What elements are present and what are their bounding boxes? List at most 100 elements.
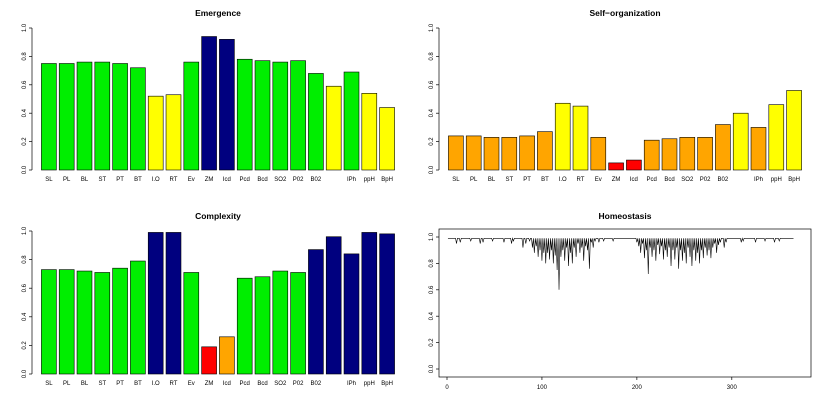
chart-title: Homeostasis bbox=[599, 211, 652, 221]
bar-pcd-11 bbox=[236, 58, 253, 171]
x-tick-label-bt: BT bbox=[134, 381, 142, 387]
x-tick-label: 100 bbox=[537, 385, 548, 391]
bar-st-3 bbox=[94, 272, 111, 375]
y-tick-label: 0.6 bbox=[429, 80, 435, 89]
x-tick-label-zm: ZM bbox=[205, 177, 214, 183]
x-tick-label-p02: P02 bbox=[293, 177, 304, 183]
x-tick-label-pph: ppH bbox=[771, 177, 782, 183]
x-tick-label: 0 bbox=[445, 385, 449, 391]
x-tick-label-pt: PT bbox=[116, 381, 124, 387]
x-tick-label-bl: BL bbox=[81, 177, 89, 183]
bar-i-o-6 bbox=[554, 102, 571, 171]
bar-bcd-12 bbox=[254, 276, 271, 375]
x-tick-label-iph: IPh bbox=[347, 381, 356, 387]
bar-bl-2 bbox=[483, 137, 500, 171]
x-tick-label-zm: ZM bbox=[612, 177, 621, 183]
bar-p02-14 bbox=[697, 137, 713, 171]
x-tick-label-i-o: I.O bbox=[559, 177, 567, 183]
chart-complexity: Complexity 0.0 0.2 0.4 0.6 0.8 1.0 SL PL BL ST PT BT… bbox=[0, 203, 407, 407]
x-tick-label-ev: Ev bbox=[188, 177, 195, 183]
bar-st-3 bbox=[501, 137, 518, 171]
x-tick-label-pt: PT bbox=[116, 177, 124, 183]
x-tick-label-st: ST bbox=[505, 177, 513, 183]
y-tick-label: 0.2 bbox=[22, 137, 28, 146]
x-tick-label-icd: Icd bbox=[223, 381, 231, 387]
bar-sl-0 bbox=[448, 135, 464, 171]
x-tick-label-so2: SO2 bbox=[681, 177, 694, 183]
x-tick-label: 300 bbox=[727, 385, 738, 391]
y-tick-label: 0.0 bbox=[22, 165, 28, 174]
x-tick-label-pl: PL bbox=[63, 177, 71, 183]
x-tick-label-ev: Ev bbox=[188, 381, 195, 387]
bar-unlabeled-16 bbox=[325, 236, 342, 375]
y-tick-label: 0.2 bbox=[22, 341, 28, 350]
chart-emergence: Emergence 0.0 0.2 0.4 0.6 0.8 1.0 SL PL BL ST PT BT I… bbox=[0, 0, 407, 203]
x-tick-label-icd: Icd bbox=[630, 177, 638, 183]
x-tick-label-bcd: Bcd bbox=[257, 381, 267, 387]
self-organization-chart-svg: Self−organization 0.0 0.2 0.4 0.6 0.8 1.0 SL PL B… bbox=[429, 8, 802, 183]
y-tick-label: 1.0 bbox=[429, 23, 435, 32]
y-tick-label: 1.0 bbox=[429, 232, 435, 241]
y-tick-label: 0.8 bbox=[429, 259, 435, 268]
bar-pph-18 bbox=[768, 104, 785, 171]
x-tick-label: 200 bbox=[632, 385, 643, 391]
homeostasis-chart-svg: Homeostasis 0.0 0.2 0.4 0.6 0.8 1.0 0 100 200 300 bbox=[429, 211, 812, 391]
bar-so2-13 bbox=[272, 61, 289, 171]
plot-frame bbox=[438, 228, 812, 378]
y-tick-label: 0.6 bbox=[429, 285, 435, 294]
x-tick-label-st: ST bbox=[98, 381, 106, 387]
chart-title: Self−organization bbox=[589, 8, 660, 18]
chart-self-organization: Self−organization 0.0 0.2 0.4 0.6 0.8 1.0 SL PL B… bbox=[407, 0, 814, 203]
bar-ev-8 bbox=[183, 61, 200, 171]
x-tick-label-pph: ppH bbox=[364, 381, 375, 387]
bar-i-o-6 bbox=[147, 232, 164, 375]
x-tick-label-iph: IPh bbox=[347, 177, 356, 183]
x-tick-label-p02: P02 bbox=[293, 381, 304, 387]
x-tick-label-b02: B02 bbox=[718, 177, 729, 183]
bar-p02-14 bbox=[290, 272, 306, 375]
y-tick-label: 0.8 bbox=[22, 52, 28, 61]
bar-bph-19 bbox=[379, 107, 395, 171]
bar-sl-0 bbox=[41, 269, 57, 375]
homeostasis-series-line bbox=[447, 237, 794, 290]
bar-rt-7 bbox=[165, 232, 182, 375]
y-tick-label: 0.2 bbox=[429, 338, 435, 347]
bar-b02-15 bbox=[308, 249, 324, 375]
x-tick-label-rt: RT bbox=[170, 381, 178, 387]
bar-so2-13 bbox=[272, 270, 289, 375]
x-tick-label-bt: BT bbox=[541, 177, 549, 183]
bar-pt-4 bbox=[112, 267, 128, 375]
x-tick-label-bt: BT bbox=[134, 177, 142, 183]
x-tick-label-i-o: I.O bbox=[152, 381, 160, 387]
bar-bph-19 bbox=[379, 233, 395, 375]
bar-zm-9 bbox=[608, 162, 624, 171]
bar-pcd-11 bbox=[643, 139, 660, 171]
x-tick-label-pcd: Pcd bbox=[647, 177, 657, 183]
x-tick-label-bph: BpH bbox=[381, 381, 393, 387]
y-tick-label: 0.0 bbox=[429, 364, 435, 373]
x-tick-label-so2: SO2 bbox=[274, 177, 287, 183]
bar-iph-17 bbox=[750, 127, 767, 171]
chart-homeostasis: Homeostasis 0.0 0.2 0.4 0.6 0.8 1.0 0 100 200 300 bbox=[407, 203, 814, 407]
y-tick-label: 0.4 bbox=[429, 311, 435, 320]
bar-rt-7 bbox=[572, 105, 589, 171]
x-tick-label-bcd: Bcd bbox=[257, 177, 267, 183]
x-tick-label-st: ST bbox=[98, 177, 106, 183]
bar-icd-10 bbox=[219, 336, 235, 375]
x-tick-label-bph: BpH bbox=[788, 177, 800, 183]
bar-pl-1 bbox=[58, 269, 75, 375]
bar-sl-0 bbox=[41, 63, 57, 171]
x-tick-label-p02: P02 bbox=[700, 177, 711, 183]
bar-bcd-12 bbox=[254, 60, 271, 171]
x-tick-label-rt: RT bbox=[577, 177, 585, 183]
bar-pl-1 bbox=[465, 135, 482, 171]
complexity-chart-svg: Complexity 0.0 0.2 0.4 0.6 0.8 1.0 SL PL BL ST PT BT… bbox=[22, 211, 395, 387]
x-tick-label-iph: IPh bbox=[754, 177, 763, 183]
x-tick-label-pl: PL bbox=[470, 177, 478, 183]
x-tick-label-bl: BL bbox=[81, 381, 89, 387]
y-tick-label: 0.0 bbox=[429, 165, 435, 174]
chart-title: Complexity bbox=[195, 211, 241, 221]
y-tick-label: 0.8 bbox=[429, 52, 435, 61]
x-tick-label-bcd: Bcd bbox=[664, 177, 674, 183]
y-tick-label: 0.4 bbox=[22, 108, 28, 117]
